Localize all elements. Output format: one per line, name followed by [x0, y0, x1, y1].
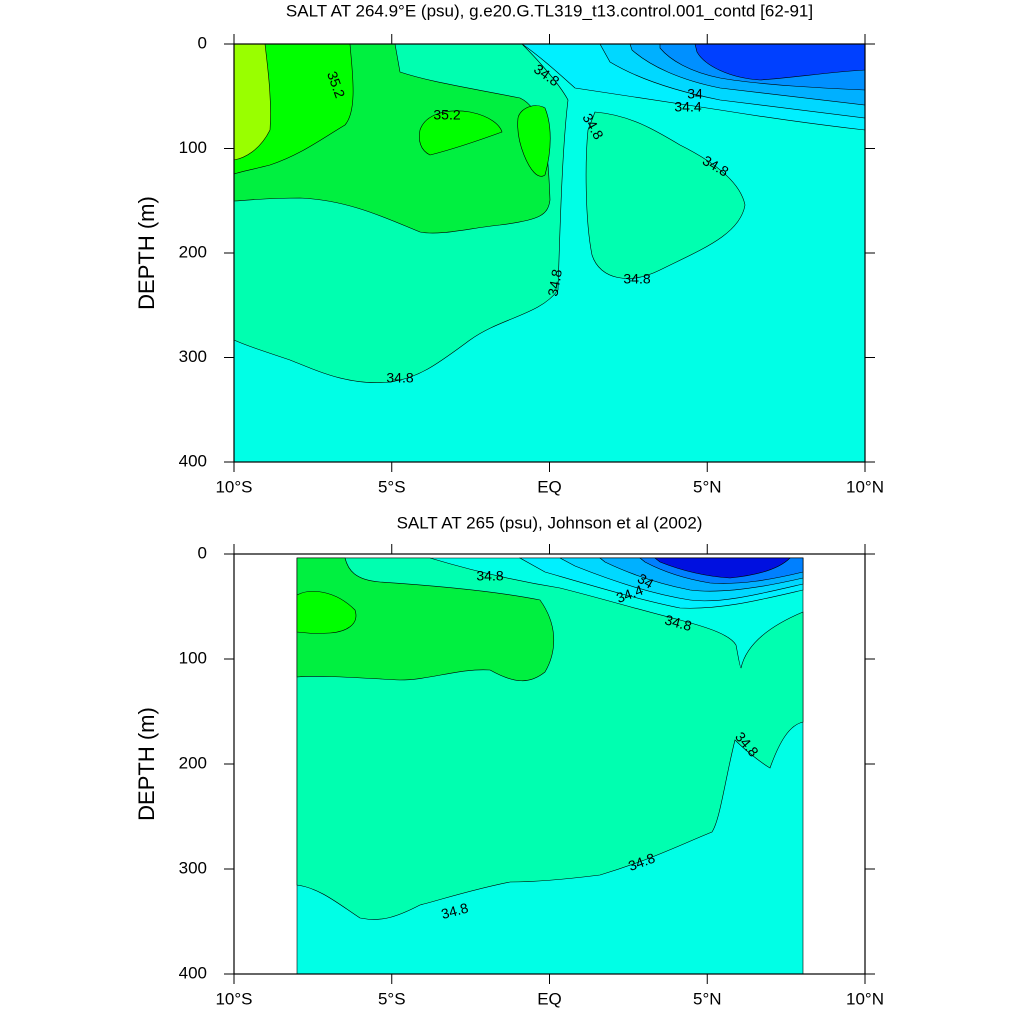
x-tick-label: EQ [537, 477, 562, 496]
x-tick-label: 10°S [215, 477, 252, 496]
x-tick-label: 10°N [846, 477, 884, 496]
contour-label: 34.8 [386, 370, 413, 386]
contour-fill [585, 111, 746, 279]
y-tick-label: 400 [179, 963, 207, 982]
contour-label: 34.8 [663, 611, 694, 634]
x-tick-label: 5°S [378, 989, 406, 1008]
y-tick-label: 100 [179, 138, 207, 157]
contour-label: 34.8 [439, 899, 470, 922]
contour-label: 34 [687, 86, 703, 102]
x-tick-label: 5°N [693, 477, 722, 496]
y-tick-label: 300 [179, 858, 207, 877]
x-tick-label: 10°N [846, 989, 884, 1008]
contour-fill [419, 110, 503, 156]
y-tick-label: 0 [198, 33, 207, 52]
contour-fill [296, 557, 555, 682]
contour-label: 34.8 [544, 268, 565, 298]
contour-fill [517, 105, 551, 177]
contour-fill [694, 43, 866, 81]
contour-label: 35.2 [433, 107, 460, 123]
x-tick-label: 5°N [693, 989, 722, 1008]
x-tick-label: EQ [537, 989, 562, 1008]
y-tick-label: 0 [198, 543, 207, 562]
plot [233, 553, 866, 975]
contour-label: 34 [635, 570, 657, 592]
y-axis-label: DEPTH (m) [134, 707, 159, 821]
chart-title: SALT AT 265 (psu), Johnson et al (2002) [397, 513, 703, 532]
contour-label: 34.8 [476, 568, 503, 584]
plot [233, 43, 866, 463]
contour-fill [654, 557, 791, 579]
y-tick-label: 400 [179, 451, 207, 470]
y-tick-label: 200 [179, 242, 207, 261]
contour-label: 34.8 [623, 271, 650, 287]
y-axis-label: DEPTH (m) [134, 196, 159, 310]
contour-fill [233, 43, 271, 161]
contour-fill [296, 591, 357, 634]
x-tick-label: 10°S [215, 989, 252, 1008]
y-tick-label: 200 [179, 753, 207, 772]
contour-label: 34.4 [674, 99, 701, 115]
y-tick-label: 100 [179, 648, 207, 667]
x-tick-label: 5°S [378, 477, 406, 496]
y-tick-label: 300 [179, 347, 207, 366]
chart-title: SALT AT 264.9°E (psu), g.e20.G.TL319_t13… [286, 1, 813, 20]
